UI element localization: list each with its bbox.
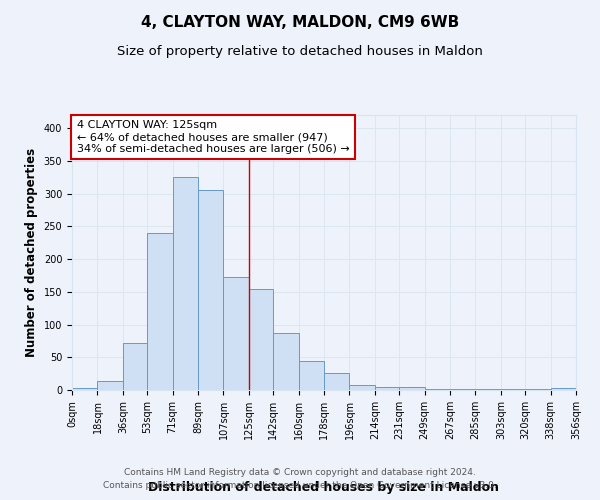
Text: 4 CLAYTON WAY: 125sqm
← 64% of detached houses are smaller (947)
34% of semi-det: 4 CLAYTON WAY: 125sqm ← 64% of detached … bbox=[77, 120, 350, 154]
Bar bbox=[273, 333, 299, 390]
Bar bbox=[475, 388, 501, 390]
Bar bbox=[299, 360, 324, 390]
Y-axis label: Number of detached properties: Number of detached properties bbox=[25, 148, 38, 357]
Bar bbox=[425, 388, 450, 390]
X-axis label: Distribution of detached houses by size in Maldon: Distribution of detached houses by size … bbox=[149, 481, 499, 494]
Text: 4, CLAYTON WAY, MALDON, CM9 6WB: 4, CLAYTON WAY, MALDON, CM9 6WB bbox=[141, 15, 459, 30]
Bar bbox=[123, 343, 147, 390]
Bar bbox=[72, 388, 97, 390]
Bar bbox=[525, 388, 551, 390]
Bar bbox=[223, 276, 249, 390]
Bar bbox=[147, 233, 173, 390]
Bar bbox=[324, 373, 349, 390]
Bar bbox=[375, 388, 399, 390]
Bar bbox=[249, 289, 273, 390]
Bar bbox=[399, 388, 425, 390]
Bar bbox=[551, 388, 576, 390]
Bar bbox=[173, 177, 198, 390]
Bar bbox=[450, 388, 475, 390]
Text: Contains HM Land Registry data © Crown copyright and database right 2024.
Contai: Contains HM Land Registry data © Crown c… bbox=[103, 468, 497, 490]
Bar bbox=[501, 388, 525, 390]
Text: Size of property relative to detached houses in Maldon: Size of property relative to detached ho… bbox=[117, 45, 483, 58]
Bar bbox=[349, 385, 375, 390]
Bar bbox=[97, 381, 123, 390]
Bar bbox=[198, 190, 223, 390]
